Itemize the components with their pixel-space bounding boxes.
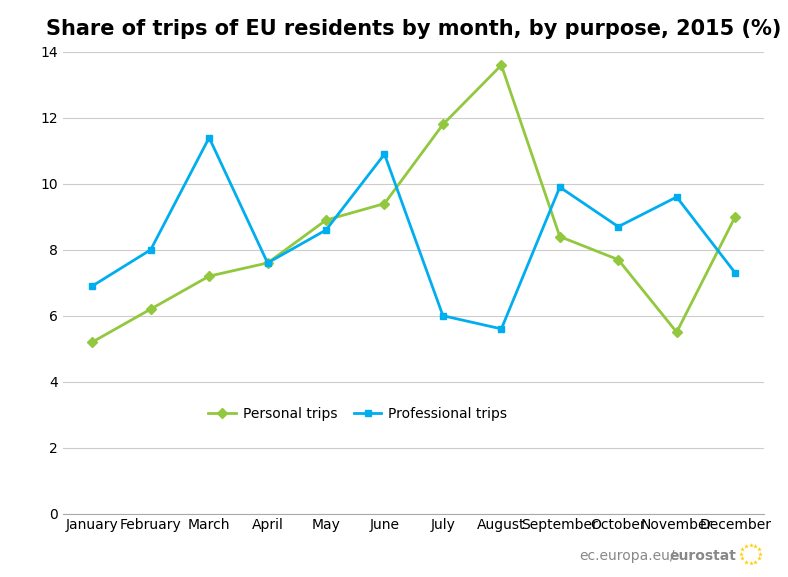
Personal trips [380,200,389,207]
Professional trips [496,325,506,332]
Personal trips [614,256,623,263]
Professional trips [204,134,214,141]
Personal trips [146,306,155,313]
Legend: Personal trips, Professional trips: Personal trips, Professional trips [203,402,513,427]
Personal trips [555,233,564,240]
Professional trips [614,223,623,230]
Professional trips [263,260,273,267]
Professional trips [730,269,740,276]
Personal trips [322,216,331,223]
Personal trips [87,339,97,346]
Professional trips [146,246,155,253]
Professional trips [380,151,389,158]
Personal trips [438,121,448,128]
Professional trips [87,283,97,290]
Line: Professional trips: Professional trips [89,134,738,332]
Personal trips [204,273,214,280]
Personal trips [263,260,273,267]
Professional trips [672,193,682,200]
Text: ec.europa.eu/: ec.europa.eu/ [579,549,675,563]
Personal trips [730,213,740,220]
Professional trips [555,183,564,190]
Professional trips [322,227,331,234]
Personal trips [496,62,506,69]
Professional trips [438,312,448,319]
Personal trips [672,329,682,336]
Title: Share of trips of EU residents by month, by purpose, 2015 (%): Share of trips of EU residents by month,… [46,19,782,39]
Line: Personal trips: Personal trips [89,62,738,346]
Text: eurostat: eurostat [670,549,737,563]
